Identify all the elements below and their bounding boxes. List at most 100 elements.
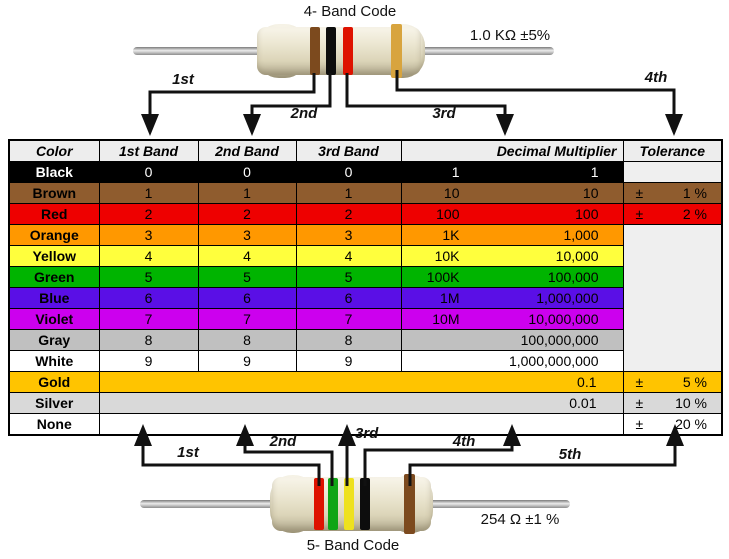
white-color-name: White xyxy=(8,350,100,372)
header-color: Color xyxy=(8,139,100,162)
table-row-black: Black 0 0 0 1 1 xyxy=(8,161,723,183)
arrow-label-2nd-bottom: 2nd xyxy=(269,433,297,450)
table-row-gold: Gold 0.1 ±5 % xyxy=(8,371,723,393)
arrow-label-4th-top: 4th xyxy=(644,69,668,86)
black-3rd-band: 0 xyxy=(295,161,402,183)
violet-2nd-band: 7 xyxy=(197,308,297,330)
black-1st-band: 0 xyxy=(98,161,199,183)
band-2nd xyxy=(326,27,336,75)
band-4th xyxy=(391,24,402,78)
silver-multiplier: 0.01 xyxy=(98,392,624,414)
header-tolerance: Tolerance xyxy=(622,139,723,162)
gray-2nd-band: 8 xyxy=(197,329,297,351)
gold-color-name: Gold xyxy=(8,371,100,393)
header-1st-band: 1st Band xyxy=(98,139,199,162)
arrow-label-4th-bottom: 4th xyxy=(452,433,476,450)
yellow-2nd-band: 4 xyxy=(197,245,297,267)
five-band-resistor xyxy=(140,474,570,534)
yellow-multiplier: 10K 10,000 xyxy=(400,245,624,267)
red-color-name: Red xyxy=(8,203,100,225)
red-1st-band: 2 xyxy=(98,203,199,225)
gold-multiplier: 0.1 xyxy=(98,371,624,393)
white-1st-band: 9 xyxy=(98,350,199,372)
blue-1st-band: 6 xyxy=(98,287,199,309)
brown-multiplier: 10 10 xyxy=(400,182,624,204)
white-3rd-band: 9 xyxy=(295,350,402,372)
band-5th xyxy=(404,474,415,534)
table-row-yellow: Yellow 4 4 4 10K 10,000 xyxy=(8,245,722,267)
header-3rd-band: 3rd Band xyxy=(295,139,402,162)
band-3rd xyxy=(343,27,353,75)
four-band-value: 1.0 KΩ ±5% xyxy=(469,27,551,44)
orange-3rd-band: 3 xyxy=(295,224,402,246)
gray-multiplier: 100,000,000 xyxy=(400,329,624,351)
brown-2nd-band: 1 xyxy=(197,182,297,204)
gray-1st-band: 8 xyxy=(98,329,199,351)
black-color-name: Black xyxy=(8,161,100,183)
black-tolerance xyxy=(622,161,723,183)
brown-tolerance: ±1 % xyxy=(622,182,723,204)
five-band-title: 5- Band Code xyxy=(306,537,400,554)
blue-color-name: Blue xyxy=(8,287,100,309)
arrow-label-2nd-top: 2nd xyxy=(290,105,318,122)
arrow-label-3rd-top: 3rd xyxy=(432,105,456,122)
white-multiplier: 1,000,000,000 xyxy=(400,350,624,372)
red-tolerance: ±2 % xyxy=(622,203,723,225)
red-multiplier: 100 100 xyxy=(400,203,624,225)
band-2nd xyxy=(328,478,338,530)
none-multiplier xyxy=(98,413,624,436)
table-header-row: Color 1st Band 2nd Band 3rd Band Decimal Mul… xyxy=(8,139,723,162)
silver-tolerance: ±10 % xyxy=(622,392,723,414)
table-row-white: White 9 9 9 1,000,000,000 xyxy=(8,350,722,372)
brown-color-name: Brown xyxy=(8,182,100,204)
brown-3rd-band: 1 xyxy=(295,182,402,204)
table-row-blue: Blue 6 6 6 1M 1,000,000 xyxy=(8,287,722,309)
orange-multiplier: 1K 1,000 xyxy=(400,224,624,246)
red-2nd-band: 2 xyxy=(197,203,297,225)
green-2nd-band: 5 xyxy=(197,266,297,288)
green-1st-band: 5 xyxy=(98,266,199,288)
band-1st xyxy=(310,27,320,75)
table-row-none: None ±20 % xyxy=(8,413,723,436)
header-decimal-multiplier: Decimal Multiplier xyxy=(400,139,624,162)
orange-2nd-band: 3 xyxy=(197,224,297,246)
green-3rd-band: 5 xyxy=(295,266,402,288)
arrow-label-3rd-bottom: 3rd xyxy=(355,425,379,442)
table-row-brown: Brown 1 1 1 10 10 ±1 % xyxy=(8,182,723,204)
yellow-1st-band: 4 xyxy=(98,245,199,267)
header-2nd-band: 2nd Band xyxy=(197,139,297,162)
brown-1st-band: 1 xyxy=(98,182,199,204)
black-2nd-band: 0 xyxy=(197,161,297,183)
none-tolerance: ±20 % xyxy=(622,413,723,436)
band-3rd xyxy=(344,478,354,530)
violet-1st-band: 7 xyxy=(98,308,199,330)
arrow-label-1st-top: 1st xyxy=(172,71,194,88)
yellow-3rd-band: 4 xyxy=(295,245,402,267)
green-multiplier: 100K 100,000 xyxy=(400,266,624,288)
arrow-label-1st-bottom: 1st xyxy=(177,444,199,461)
band-4th xyxy=(360,478,370,530)
band-1st xyxy=(314,478,324,530)
orange-1st-band: 3 xyxy=(98,224,199,246)
blue-multiplier: 1M 1,000,000 xyxy=(400,287,624,309)
yellow-color-name: Yellow xyxy=(8,245,100,267)
orange-color-name: Orange xyxy=(8,224,100,246)
blue-3rd-band: 6 xyxy=(295,287,402,309)
four-band-title: 4- Band Code xyxy=(303,3,397,20)
table-row-green: Green 5 5 5 100K 100,000 xyxy=(8,266,722,288)
white-2nd-band: 9 xyxy=(197,350,297,372)
gold-tolerance: ±5 % xyxy=(622,371,723,393)
orange-tolerance xyxy=(622,224,723,372)
gray-3rd-band: 8 xyxy=(295,329,402,351)
blue-2nd-band: 6 xyxy=(197,287,297,309)
table-row-gray: Gray 8 8 8 100,000,000 xyxy=(8,329,722,351)
violet-color-name: Violet xyxy=(8,308,100,330)
green-color-name: Green xyxy=(8,266,100,288)
violet-multiplier: 10M 10,000,000 xyxy=(400,308,624,330)
silver-color-name: Silver xyxy=(8,392,100,414)
gray-color-name: Gray xyxy=(8,329,100,351)
table-row-orange: Orange 3 3 3 1K 1,000 xyxy=(8,224,723,372)
color-code-table: Color 1st Band 2nd Band 3rd Band Decimal Mul… xyxy=(8,139,723,436)
